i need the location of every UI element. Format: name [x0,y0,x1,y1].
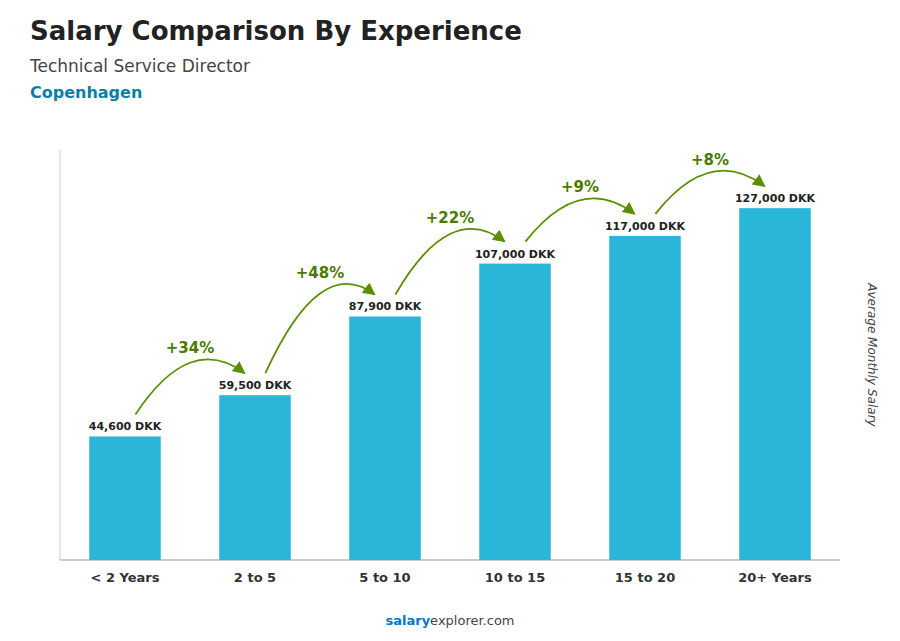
data-label: 117,000 DKK [605,220,686,233]
bars [89,208,811,560]
data-label: 107,000 DKK [475,248,556,261]
data-label: 127,000 DKK [735,192,816,205]
footer: salaryexplorer.com [385,613,514,628]
y-axis-line [60,150,61,560]
change-arrow [265,284,374,373]
bar [479,264,551,560]
subtitle: Technical Service Director [29,56,250,76]
x-tick-label: 20+ Years [738,570,812,585]
bar [219,395,291,560]
x-tick-label: 10 to 15 [485,570,545,585]
change-label: +34% [166,339,214,357]
bar [349,316,421,560]
x-axis-line [60,560,840,561]
title: Salary Comparison By Experience [30,16,522,46]
change-label: +8% [691,151,729,169]
change-label: +22% [426,209,474,227]
x-tick-label: < 2 Years [91,570,160,585]
bar [609,236,681,560]
chart: Salary Comparison By Experience Technical… [0,0,900,641]
x-tick-label: 15 to 20 [615,570,675,585]
data-label: 44,600 DKK [89,420,162,433]
change-arrow [395,229,504,295]
change-label: +9% [561,178,599,196]
x-tick-label: 2 to 5 [234,570,276,585]
bar [89,436,161,560]
change-arrow [525,198,634,241]
change-arrow [135,359,244,414]
footer-part: salary [385,613,430,628]
bar [739,208,811,560]
y-axis-label: Average Monthly Salary [865,282,879,427]
data-label: 87,900 DKK [349,300,422,313]
x-tick-label: 5 to 10 [359,570,410,585]
change-arrow [655,171,764,214]
change-label: +48% [296,264,344,282]
data-label: 59,500 DKK [219,379,292,392]
annotation-city: Copenhagen [30,83,142,102]
footer-part: explorer.com [430,613,514,628]
